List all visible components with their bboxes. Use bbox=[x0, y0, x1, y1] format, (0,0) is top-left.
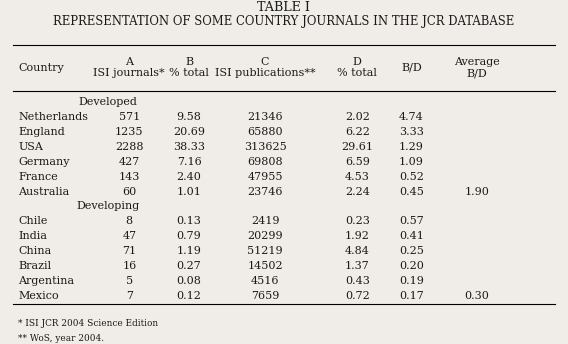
Text: USA: USA bbox=[18, 142, 43, 152]
Text: 4.53: 4.53 bbox=[345, 172, 370, 182]
Text: 0.27: 0.27 bbox=[177, 261, 202, 271]
Text: 29.61: 29.61 bbox=[341, 142, 373, 152]
Text: D
% total: D % total bbox=[337, 57, 377, 78]
Text: 5: 5 bbox=[126, 276, 133, 286]
Text: 0.08: 0.08 bbox=[177, 276, 202, 286]
Text: 2.40: 2.40 bbox=[177, 172, 202, 182]
Text: 0.30: 0.30 bbox=[464, 291, 489, 301]
Text: Developing: Developing bbox=[76, 202, 139, 212]
Text: 2.02: 2.02 bbox=[345, 112, 370, 122]
Text: 0.52: 0.52 bbox=[399, 172, 424, 182]
Text: ** WoS, year 2004.: ** WoS, year 2004. bbox=[18, 334, 104, 343]
Text: 0.43: 0.43 bbox=[345, 276, 370, 286]
Text: 2.24: 2.24 bbox=[345, 186, 370, 196]
Text: 47955: 47955 bbox=[247, 172, 283, 182]
Text: Country: Country bbox=[18, 63, 64, 73]
Text: China: China bbox=[18, 246, 51, 256]
Text: 21346: 21346 bbox=[247, 112, 283, 122]
Text: Brazil: Brazil bbox=[18, 261, 51, 271]
Text: 1.01: 1.01 bbox=[177, 186, 202, 196]
Text: 6.22: 6.22 bbox=[345, 127, 370, 137]
Text: 427: 427 bbox=[119, 157, 140, 167]
Text: 4.74: 4.74 bbox=[399, 112, 424, 122]
Text: France: France bbox=[18, 172, 58, 182]
Text: Developed: Developed bbox=[78, 97, 137, 107]
Text: 69808: 69808 bbox=[247, 157, 283, 167]
Text: Netherlands: Netherlands bbox=[18, 112, 88, 122]
Text: 20299: 20299 bbox=[247, 231, 283, 241]
Text: 6.59: 6.59 bbox=[345, 157, 370, 167]
Text: 51219: 51219 bbox=[247, 246, 283, 256]
Text: Mexico: Mexico bbox=[18, 291, 59, 301]
Text: Chile: Chile bbox=[18, 216, 47, 226]
Text: 4.84: 4.84 bbox=[345, 246, 370, 256]
Text: 0.23: 0.23 bbox=[345, 216, 370, 226]
Text: 4516: 4516 bbox=[250, 276, 279, 286]
Text: 47: 47 bbox=[122, 231, 136, 241]
Text: 38.33: 38.33 bbox=[173, 142, 205, 152]
Text: India: India bbox=[18, 231, 47, 241]
Text: Australia: Australia bbox=[18, 186, 69, 196]
Text: 14502: 14502 bbox=[247, 261, 283, 271]
Text: 0.57: 0.57 bbox=[399, 216, 424, 226]
Text: 7.16: 7.16 bbox=[177, 157, 202, 167]
Text: 0.25: 0.25 bbox=[399, 246, 424, 256]
Text: 1.92: 1.92 bbox=[345, 231, 370, 241]
Text: 0.45: 0.45 bbox=[399, 186, 424, 196]
Text: TABLE I: TABLE I bbox=[257, 1, 311, 14]
Text: 7659: 7659 bbox=[251, 291, 279, 301]
Text: 8: 8 bbox=[126, 216, 133, 226]
Text: 9.58: 9.58 bbox=[177, 112, 202, 122]
Text: 23746: 23746 bbox=[247, 186, 283, 196]
Text: 1.19: 1.19 bbox=[177, 246, 202, 256]
Text: 0.72: 0.72 bbox=[345, 291, 370, 301]
Text: 0.17: 0.17 bbox=[399, 291, 424, 301]
Text: 2419: 2419 bbox=[250, 216, 279, 226]
Text: 571: 571 bbox=[119, 112, 140, 122]
Text: * ISI JCR 2004 Science Edition: * ISI JCR 2004 Science Edition bbox=[18, 319, 158, 328]
Text: 3.33: 3.33 bbox=[399, 127, 424, 137]
Text: B/D: B/D bbox=[401, 63, 422, 73]
Text: England: England bbox=[18, 127, 65, 137]
Text: 7: 7 bbox=[126, 291, 133, 301]
Text: REPRESENTATION OF SOME COUNTRY JOURNALS IN THE JCR DATABASE: REPRESENTATION OF SOME COUNTRY JOURNALS … bbox=[53, 15, 515, 29]
Text: C
ISI publications**: C ISI publications** bbox=[215, 57, 315, 78]
Text: 65880: 65880 bbox=[247, 127, 283, 137]
Text: Average
B/D: Average B/D bbox=[454, 57, 500, 78]
Text: 0.20: 0.20 bbox=[399, 261, 424, 271]
Text: 313625: 313625 bbox=[244, 142, 286, 152]
Text: 143: 143 bbox=[119, 172, 140, 182]
Text: 1.37: 1.37 bbox=[345, 261, 370, 271]
Text: 0.19: 0.19 bbox=[399, 276, 424, 286]
Text: 16: 16 bbox=[122, 261, 136, 271]
Text: 0.41: 0.41 bbox=[399, 231, 424, 241]
Text: Argentina: Argentina bbox=[18, 276, 74, 286]
Text: 71: 71 bbox=[122, 246, 136, 256]
Text: 1235: 1235 bbox=[115, 127, 144, 137]
Text: 0.79: 0.79 bbox=[177, 231, 202, 241]
Text: 2288: 2288 bbox=[115, 142, 144, 152]
Text: 0.12: 0.12 bbox=[177, 291, 202, 301]
Text: 1.90: 1.90 bbox=[464, 186, 489, 196]
Text: Germany: Germany bbox=[18, 157, 69, 167]
Text: 20.69: 20.69 bbox=[173, 127, 205, 137]
Text: 1.29: 1.29 bbox=[399, 142, 424, 152]
Text: 60: 60 bbox=[122, 186, 136, 196]
Text: B
% total: B % total bbox=[169, 57, 209, 78]
Text: 1.09: 1.09 bbox=[399, 157, 424, 167]
Text: A
ISI journals*: A ISI journals* bbox=[94, 57, 165, 78]
Text: 0.13: 0.13 bbox=[177, 216, 202, 226]
